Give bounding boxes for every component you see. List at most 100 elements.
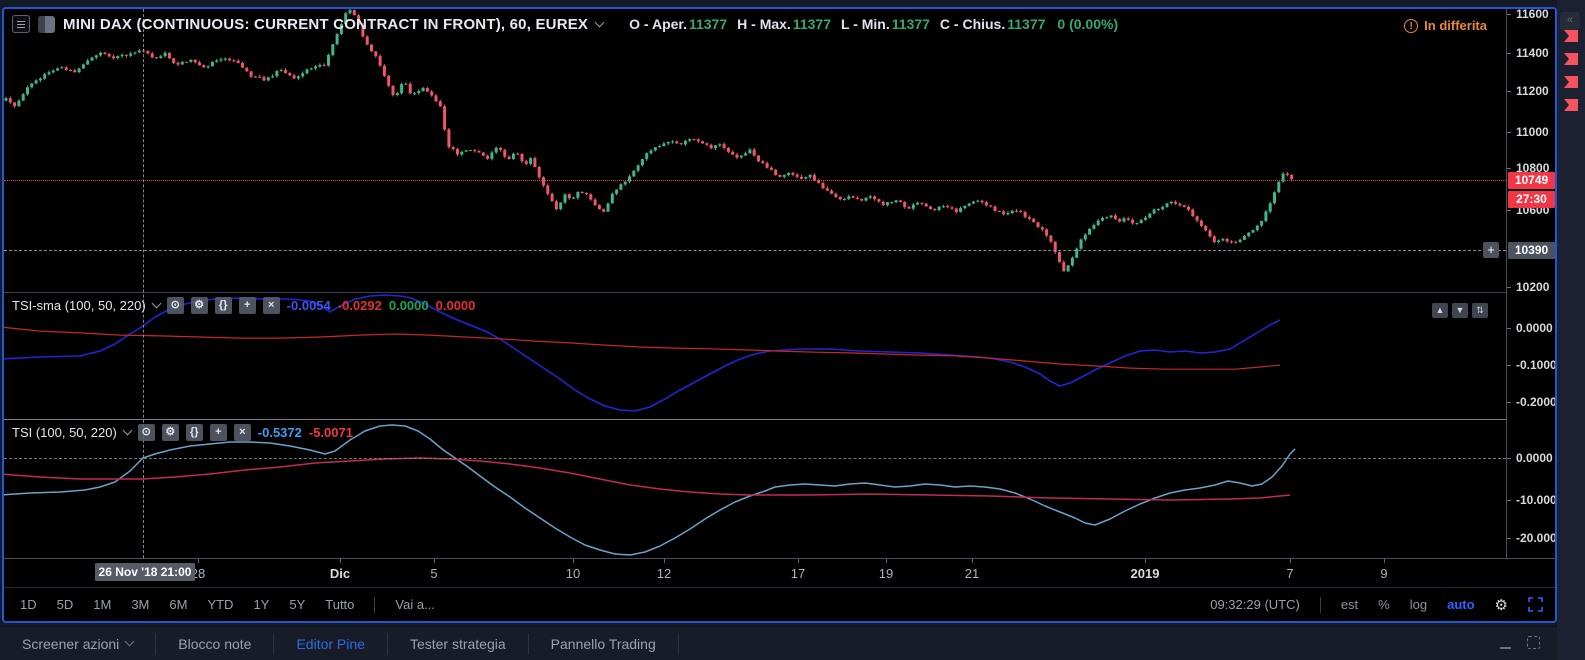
range-1d-button[interactable]: 1D (20, 597, 37, 612)
pane-nav-buttons: ▲ ▼ ⇅ (1432, 303, 1488, 318)
pane-separator[interactable] (4, 419, 1555, 420)
chevron-down-icon (124, 636, 135, 647)
open-value: 11377 (688, 16, 728, 32)
indicator-value: -0.0054 (286, 298, 331, 313)
flag-icon[interactable] (1562, 73, 1580, 91)
time-axis[interactable]: 28 Dic 5 10 12 17 19 21 2019 7 9 26 Nov '… (4, 558, 1555, 587)
toolbar-divider (1319, 596, 1321, 613)
source-code-icon[interactable]: {} (185, 424, 203, 441)
pane-separator[interactable] (4, 292, 1555, 293)
settings-icon[interactable]: ⚙ (190, 297, 208, 314)
tsi-legend: TSI (100, 50, 220) ⊙ ⚙ {} + × -0.5372 -5.0071 (12, 424, 353, 441)
visibility-icon[interactable]: ⊙ (137, 424, 155, 441)
clock[interactable]: 09:32:29 (UTC) (1210, 597, 1300, 612)
tab-divider (273, 632, 275, 655)
visibility-icon[interactable]: ⊙ (166, 297, 184, 314)
chevron-down-icon[interactable] (594, 17, 605, 27)
add-icon[interactable]: + (238, 297, 256, 314)
scale-option-est[interactable]: est (1340, 597, 1359, 612)
minimize-icon[interactable] (1500, 646, 1511, 649)
axis-tick (1507, 365, 1511, 366)
delayed-data-badge[interactable]: ! In differita (1404, 18, 1487, 33)
range-5y-button[interactable]: 5Y (289, 597, 306, 612)
auto-scale-button[interactable]: auto (1447, 597, 1475, 612)
price-axis-label: 11400 (1516, 46, 1549, 60)
tsi-sma-pane[interactable] (4, 293, 1506, 419)
candlestick-pane[interactable] (4, 9, 1506, 292)
delayed-label: In differita (1424, 18, 1487, 33)
pane-maximize-button[interactable]: ⇅ (1472, 303, 1488, 318)
symbol-title[interactable]: MINI DAX (CONTINUOUS: CURRENT CONTRACT I… (63, 15, 589, 33)
range-1m-button[interactable]: 1M (93, 597, 112, 612)
axis-tick (1507, 14, 1511, 15)
range-5d-button[interactable]: 5D (56, 597, 74, 612)
axis-tick (1384, 559, 1385, 563)
range-1y-button[interactable]: 1Y (253, 597, 270, 612)
low-value: 11377 (891, 16, 930, 32)
flag-icon[interactable] (1562, 27, 1580, 45)
tab-pannello-trading[interactable]: Pannello Trading (529, 627, 678, 660)
price-axis-label: -0.2000 (1516, 395, 1557, 409)
axis-tick (1507, 287, 1511, 288)
pane-move-up-button[interactable]: ▲ (1432, 303, 1448, 318)
range-ytd-button[interactable]: YTD (207, 597, 234, 612)
settings-icon[interactable]: ⚙ (161, 424, 179, 441)
scale-option-percent[interactable]: % (1378, 597, 1390, 612)
add-alert-plus-button[interactable]: + (1483, 242, 1499, 258)
range-tutto-button[interactable]: Tutto (325, 597, 355, 612)
range-6m-button[interactable]: 6M (169, 597, 188, 612)
axis-tick (1145, 559, 1146, 563)
flag-icon[interactable] (1562, 96, 1580, 114)
symbol-logo-icon (38, 15, 55, 33)
tab-blocco-note[interactable]: Blocco note (156, 627, 273, 660)
price-axis-label: 11600 (1516, 7, 1549, 21)
chevron-down-icon[interactable] (151, 298, 162, 309)
indicator-value: 0.0000 (435, 298, 476, 313)
bottom-tab-bar: Screener azioni Blocco note Editor Pine … (0, 626, 1557, 660)
axis-tick (1507, 458, 1511, 459)
axis-tick (1507, 402, 1511, 403)
low-label: L - Min. (841, 16, 890, 32)
chevron-down-icon[interactable] (122, 425, 133, 436)
gear-icon[interactable]: ⚙ (1494, 596, 1508, 614)
scale-option-log[interactable]: log (1409, 597, 1428, 612)
expand-panel-button[interactable]: « (1560, 12, 1580, 30)
high-label: H - Max. (737, 16, 791, 32)
axis-tick (664, 559, 665, 563)
axis-tick (1507, 91, 1511, 92)
add-icon[interactable]: + (209, 424, 227, 441)
window-controls (1500, 636, 1540, 649)
tsi-sma-legend: TSI-sma (100, 50, 220) ⊙ ⚙ {} + × -0.0054 -0.0… (12, 297, 475, 314)
chart-widget[interactable]: MINI DAX (CONTINUOUS: CURRENT CONTRACT I… (2, 7, 1557, 623)
pane-move-down-button[interactable]: ▼ (1452, 303, 1468, 318)
range-3m-button[interactable]: 3M (131, 597, 150, 612)
tab-divider (677, 632, 679, 655)
axis-tick (573, 559, 574, 563)
flag-icon[interactable] (1562, 50, 1580, 68)
price-axis[interactable]: 11600 11400 11200 11000 10800 10600 1020… (1506, 9, 1555, 558)
goto-date-button[interactable]: Vai a... (395, 597, 435, 612)
tab-tester-strategia[interactable]: Tester strategia (388, 627, 528, 660)
restore-window-icon[interactable] (1527, 636, 1540, 649)
source-code-icon[interactable]: {} (214, 297, 232, 314)
price-axis-label: 0.0000 (1516, 321, 1553, 335)
axis-tick (1507, 132, 1511, 133)
chart-menu-button[interactable] (12, 15, 30, 33)
close-icon[interactable]: × (262, 297, 280, 314)
chart-toolbar: 1D 5D 1M 3M 6M YTD 1Y 5Y Tutto Vai a... 09:32:29… (4, 587, 1555, 621)
close-icon[interactable]: × (233, 424, 251, 441)
close-value: 11377 (1007, 16, 1046, 32)
indicator-title[interactable]: TSI-sma (100, 50, 220) (12, 298, 146, 313)
tab-screener-azioni[interactable]: Screener azioni (0, 627, 155, 660)
watchlist-collapsed-strip: « (1557, 0, 1585, 660)
axis-tick (1290, 559, 1291, 563)
tsi-pane[interactable] (4, 420, 1506, 558)
axis-tick (198, 559, 199, 563)
price-axis-label: 10200 (1516, 280, 1550, 294)
fullscreen-icon[interactable] (1528, 597, 1543, 612)
tab-editor-pine[interactable]: Editor Pine (274, 627, 386, 660)
indicator-title[interactable]: TSI (100, 50, 220) (12, 425, 117, 440)
time-axis-label: 17 (790, 566, 806, 581)
axis-tick (798, 559, 799, 563)
